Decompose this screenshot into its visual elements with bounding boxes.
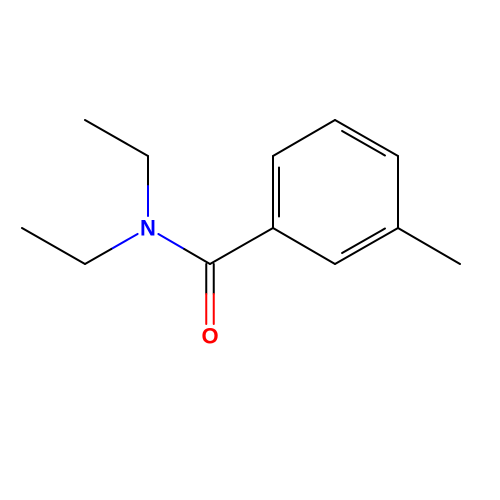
bond — [342, 229, 385, 253]
bond — [85, 249, 111, 264]
bond — [184, 249, 210, 264]
bond — [273, 120, 335, 156]
bond — [335, 228, 398, 264]
bond — [335, 120, 398, 156]
atom-label-n: N — [140, 216, 156, 241]
bond — [22, 228, 85, 264]
bond — [342, 131, 385, 155]
bond — [158, 234, 184, 249]
molecule-diagram: NO — [0, 0, 500, 500]
bond — [85, 120, 148, 156]
bond — [111, 234, 137, 249]
bond — [210, 228, 273, 264]
bond — [273, 228, 335, 264]
bond — [398, 228, 460, 264]
atom-label-o: O — [201, 324, 218, 349]
